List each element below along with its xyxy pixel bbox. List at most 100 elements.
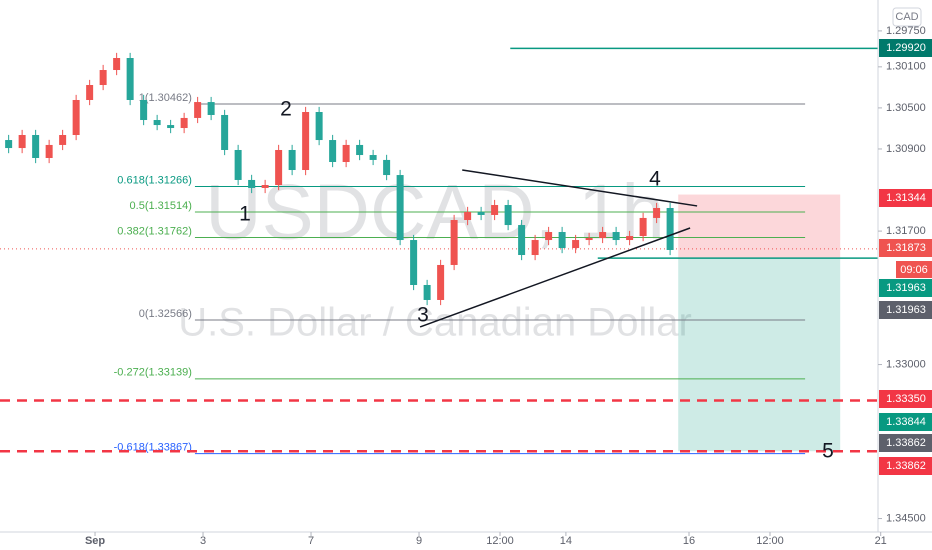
- x-tick-label: 3: [200, 535, 206, 547]
- x-tick-label: 12:00: [756, 535, 784, 547]
- price-badge-label: 1.31963: [886, 304, 926, 316]
- candle-body: [221, 114, 229, 150]
- candle-body: [342, 144, 350, 163]
- candle-body: [572, 240, 580, 249]
- candle-body: [99, 70, 107, 86]
- fib-label: 0.382(1.31762): [117, 225, 192, 237]
- candle-body: [248, 179, 256, 188]
- y-tick-label: 1.30500: [886, 102, 926, 114]
- price-badge-label: 1.33862: [886, 437, 926, 449]
- price-badge-label: 1.33350: [886, 393, 926, 405]
- candle-body: [234, 149, 242, 180]
- wave-label: 5: [822, 440, 834, 463]
- y-tick-label: 1.30100: [886, 61, 926, 73]
- candle-body: [626, 236, 634, 241]
- price-badge: [879, 413, 932, 431]
- trend-line: [462, 169, 698, 207]
- candle-body: [450, 220, 458, 265]
- candle-body: [275, 149, 283, 185]
- fib-label: 0.618(1.31266): [117, 174, 192, 186]
- trend-line: [419, 227, 691, 328]
- fib-label: 0(1.32566): [139, 308, 192, 320]
- candle-body: [518, 225, 526, 256]
- y-tick-label: 1.30900: [886, 143, 926, 155]
- time-axis: [0, 532, 878, 550]
- candle-body: [329, 140, 337, 163]
- stop-zone: [678, 194, 841, 259]
- countdown-badge: [896, 261, 932, 278]
- x-tick-label: 14: [560, 535, 572, 547]
- candle-body: [315, 112, 323, 141]
- x-tick-label: 9: [416, 535, 422, 547]
- price-badge: [879, 457, 932, 475]
- axes: 1.29750 1.30100 1.30500 1.30900 1.31700 1.330…: [85, 25, 932, 547]
- y-tick-label: 1.34500: [886, 512, 926, 524]
- candle-body: [302, 112, 310, 171]
- x-tick-label: 16: [683, 535, 695, 547]
- price-badge: [879, 189, 932, 207]
- fib-label: -0.272(1.33139): [114, 367, 192, 379]
- candle-body: [504, 205, 512, 226]
- price-badge: [879, 434, 932, 452]
- candle-body: [126, 58, 134, 100]
- currency[interactable]: CAD: [895, 11, 918, 23]
- candle-body: [558, 232, 566, 249]
- candle-body: [423, 284, 431, 300]
- candle-body: [72, 99, 80, 136]
- candle-body: [491, 205, 499, 215]
- candle-body: [180, 117, 188, 129]
- target-zone: [678, 258, 841, 452]
- candle-body: [612, 232, 620, 241]
- x-tick-label: 7: [308, 535, 314, 547]
- candle-body: [437, 264, 445, 300]
- candle-body: [545, 232, 553, 241]
- candle-body: [464, 211, 472, 221]
- candle-body: [639, 217, 647, 237]
- x-tick-label: 12:00: [486, 535, 514, 547]
- wave-label: 4: [649, 168, 661, 191]
- candle-body: [477, 211, 485, 215]
- candle-body: [207, 102, 215, 115]
- wave-label: 1: [239, 203, 251, 226]
- candle-body: [666, 207, 674, 250]
- candle-body: [32, 135, 40, 158]
- description-watermark: U.S. Dollar / Canadian Dollar: [178, 301, 692, 345]
- price-badge: [879, 39, 932, 57]
- y-tick-label: 1.31700: [886, 225, 926, 237]
- wave-label: 3: [417, 304, 429, 327]
- candle-body: [261, 184, 269, 188]
- x-tick-label: Sep: [85, 535, 105, 547]
- plot-area: 1(1.30462) 0.618(1.31266) 0.5(1.31514) 0.38…: [0, 47, 878, 455]
- price-badge: [879, 301, 932, 319]
- y-tick-label: 1.29750: [886, 25, 926, 37]
- candle-body: [113, 58, 121, 71]
- candle-body: [396, 175, 404, 241]
- candle-body: [86, 85, 94, 100]
- candle-body: [599, 232, 607, 238]
- candle-body: [167, 125, 175, 129]
- candle-body: [369, 155, 377, 160]
- candle-body: [153, 120, 161, 126]
- candle-body: [140, 99, 148, 121]
- fib-label: 0.5(1.31514): [130, 200, 192, 212]
- price-badge-label: 1.31963: [886, 282, 926, 294]
- y-tick-label: 1.33000: [886, 358, 926, 370]
- candle-body: [531, 240, 539, 256]
- price-badge: [879, 390, 932, 408]
- price-badge-label: 1.29920: [886, 42, 926, 54]
- price-badge: [879, 239, 932, 257]
- candle-body: [288, 149, 296, 171]
- candle-body: [410, 240, 418, 285]
- candle-body: [653, 207, 661, 218]
- candle-body: [18, 135, 26, 149]
- wave-label: 2: [280, 98, 292, 121]
- candle-body: [45, 144, 53, 158]
- price-badge-label: 1.33862: [886, 460, 926, 472]
- countdown: 09:06: [900, 264, 928, 276]
- candle-body: [356, 144, 364, 156]
- currency-box[interactable]: [892, 7, 922, 27]
- candle-body: [585, 237, 593, 241]
- x-tick-label: 21: [875, 535, 887, 547]
